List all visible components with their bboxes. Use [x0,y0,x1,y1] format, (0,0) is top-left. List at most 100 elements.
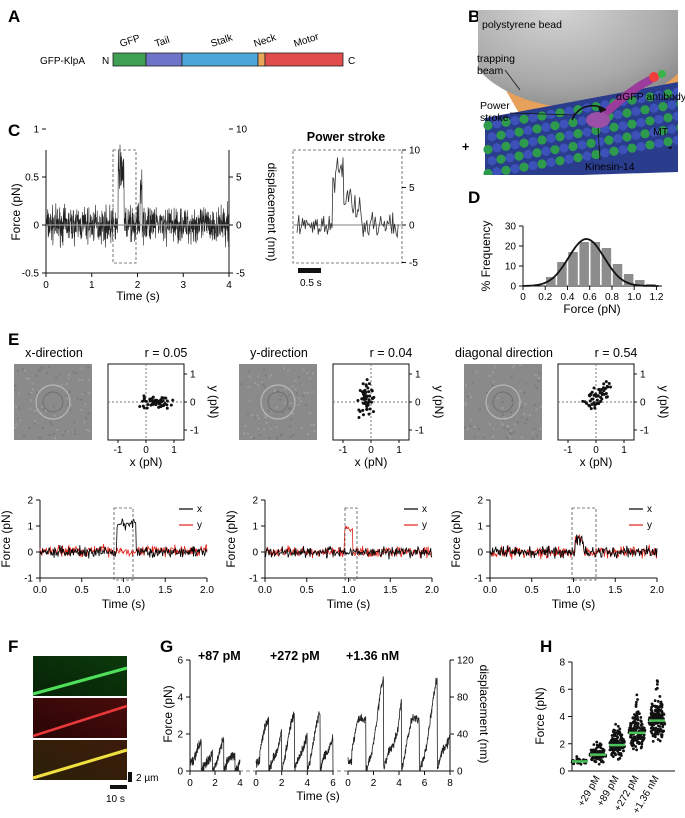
scatter-point [370,388,374,392]
h-data-point [601,755,604,759]
histogram-bar [557,262,567,286]
label-power: Power stroke [480,100,510,124]
scatter-point [356,399,360,403]
h-data-point [660,709,664,713]
antibody-head [649,72,659,82]
h-data-point [655,721,659,725]
scatter-point [593,403,597,407]
h-data-point [658,739,662,743]
scatter-point [581,399,585,403]
g-xtick-label: 8 [447,778,453,789]
scatter-point [144,400,148,404]
trace-xtick-label: 0.0 [258,585,272,596]
c-ylabel-right: displacement (nm) [265,163,279,262]
scatter-point [363,388,367,392]
h-data-point [652,712,656,716]
scatter-point [161,404,165,408]
force-trace [45,144,230,248]
trace-xtick-label: 1.0 [117,585,131,596]
panel-d: D 0 10 20 30 0 0.2 0.4 0.6 0.8 1.0 1.2 % Frequency… [468,188,664,316]
scatter-point [602,389,606,393]
scatter-ytick-label: 0 [415,398,421,409]
h-data-point [651,726,655,730]
h-data-point [656,732,660,736]
tubulin-subunit [658,126,668,136]
tubulin-subunit [649,127,659,137]
trace-xtick-label: 0.0 [33,585,47,596]
h-data-point [635,711,639,714]
e-r-value: r = 0.04 [370,346,413,360]
panel-label-f: F [8,637,18,656]
h-data-point [662,713,666,716]
h-data-point [609,739,613,742]
scatter-xtick-label: 1 [396,445,402,456]
h-data-point [636,698,639,701]
scatter-point [602,392,606,396]
tubulin-subunit [514,127,524,137]
tubulin-subunit [672,135,678,145]
inset-ytick-label: 10 [409,146,421,157]
h-data-point [657,728,660,732]
tubulin-subunit [636,117,646,128]
label-kinesin: Kinesin-14 [585,161,635,173]
trace-x-series [39,518,208,559]
h-data-point [640,742,644,746]
h-data-point [649,730,653,733]
d-xtick-label: 1.2 [649,292,663,303]
panel-label-b: B [468,7,480,26]
trace-ylabel: Force (pN) [224,510,238,567]
h-data-point [631,720,635,724]
h-data-point [612,747,615,751]
trace-xtick-label: 2.0 [650,585,664,596]
bead-core [492,391,514,413]
h-data-point [613,729,617,732]
h-data-point [589,748,593,752]
tubulin-subunit [532,148,542,158]
scatter-point [589,407,593,411]
tubulin-subunit [663,137,673,147]
inset-ytick-label: -5 [409,258,418,269]
tubulin-subunit [487,156,497,166]
scatter-point [358,410,362,414]
c-ytick-label: -0.5 [22,269,40,280]
scatter-point [152,399,156,403]
tubulin-subunit [622,108,632,118]
trace-y-series [264,526,433,559]
scatter-xlabel: x (pN) [580,455,613,469]
scatter-point [145,406,149,410]
tubulin-subunit [577,116,587,126]
tubulin-subunit [609,146,619,156]
tubulin-subunit [654,114,664,124]
scatter-point [146,403,150,407]
tubulin-subunit [523,125,533,136]
event-box [571,507,597,581]
tubulin-subunit [555,108,565,118]
panel-label-a: A [8,7,20,26]
c-ytick-right-label: 10 [236,125,248,136]
panel-e: E x-direction r = 0.05 -1 0 1 1 0 -1 x (pN) y (pN… [0,330,671,611]
h-ytick-label: 2 [559,739,565,750]
tubulin-subunit [528,160,538,171]
tubulin-subunit [496,130,506,140]
h-ytick-label: 8 [559,658,565,669]
tubulin-subunit [483,168,493,175]
h-data-point [658,695,662,698]
tubulin-subunit [604,135,614,145]
scatter-ytick-label: 0 [640,398,646,409]
power-stroke-arrow [571,104,607,121]
gaussian-fit [523,238,659,287]
label-trapping-beam: trapping beam [477,53,515,77]
h-data-point [661,730,665,734]
h-data-point [613,731,617,735]
scatter-point [357,416,361,420]
scatter-point [584,401,588,405]
g-xtick-label: 2 [212,778,218,789]
kinesin-14-motor [586,112,610,128]
scatter-point [590,390,594,394]
tubulin-subunit [586,138,596,148]
scatter-point [138,405,142,409]
g-ytick-right-label: 120 [457,656,474,667]
legend-x-label: x [422,504,427,515]
panel-a: A GFP-KlpA N C GFP Tail Stalk Neck Motor [8,7,355,67]
